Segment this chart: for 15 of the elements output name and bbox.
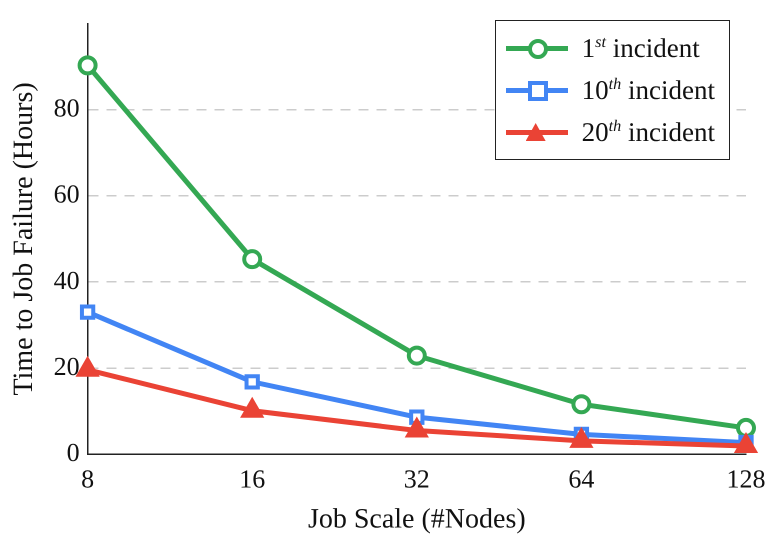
x-tick-label: 128 — [726, 464, 766, 494]
y-tick-label: 80 — [54, 94, 80, 123]
y-tick-label: 40 — [54, 266, 80, 295]
x-tick-label: 64 — [568, 464, 594, 494]
x-tick-label: 8 — [81, 464, 94, 494]
legend-label: 10$^{th}$ incident — [582, 74, 715, 106]
x-tick-label: 32 — [404, 464, 430, 494]
y-tick-label: 20 — [54, 352, 80, 381]
y-tick-label: 60 — [54, 180, 80, 209]
y-axis-title: Time to Job Failure (Hours) — [8, 82, 40, 396]
legend-label: 1$^{st}$ incident — [582, 32, 700, 64]
legend-label: 20$^{th}$ incident — [582, 116, 715, 148]
y-tick-label: 0 — [66, 438, 80, 468]
x-tick-label: 16 — [239, 464, 266, 494]
x-axis-title: Job Scale (#Nodes) — [308, 504, 526, 535]
